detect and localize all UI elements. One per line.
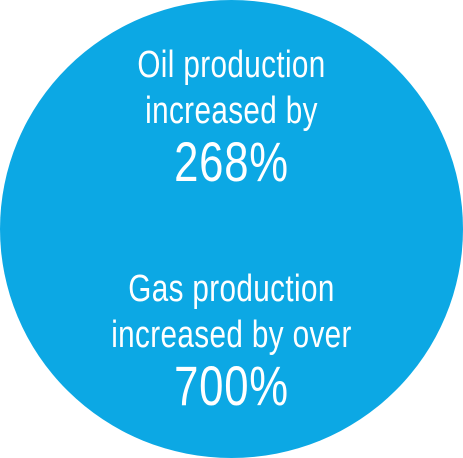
gas-stat: Gas production increased by over 700% — [0, 270, 463, 414]
gas-line-1: Gas production — [128, 268, 335, 310]
gas-line-2: increased by over — [111, 314, 352, 356]
oil-value: 268% — [174, 130, 289, 193]
oil-stat: Oil production increased by 268% — [0, 46, 463, 190]
gas-value: 700% — [174, 354, 289, 417]
oil-line-1: Oil production — [137, 44, 326, 86]
oil-line-2: increased by — [145, 90, 318, 132]
